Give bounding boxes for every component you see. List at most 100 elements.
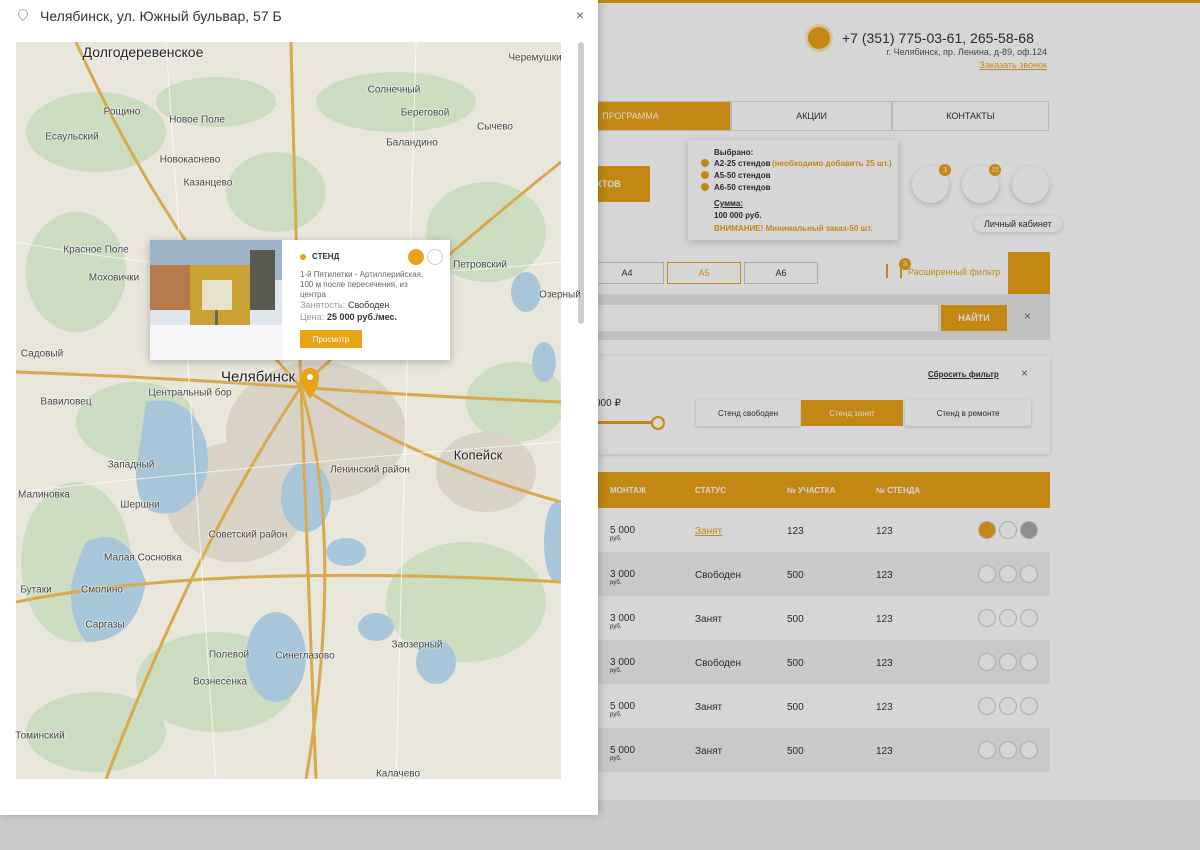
- format-button[interactable]: А5: [667, 262, 741, 284]
- cart-summary: Выбрано: А2-25 стендов (необходимо добавит…: [688, 140, 898, 240]
- map-label: Рощино: [103, 106, 141, 118]
- scrollbar[interactable]: [578, 42, 584, 324]
- view-button[interactable]: Просмотр: [300, 330, 362, 348]
- status-filter[interactable]: Стенд занят: [801, 400, 903, 426]
- advanced-filter[interactable]: Расширенный фильтр: [908, 267, 1001, 277]
- map-label: Калачево: [375, 768, 421, 780]
- item-name: А6-50 стендов: [714, 183, 771, 192]
- reset-filter[interactable]: Сбросить фильтр: [928, 370, 999, 379]
- callback-link[interactable]: Заказать звонок: [979, 60, 1047, 70]
- montage-unit: руб.: [610, 624, 622, 630]
- view-button[interactable]: [1020, 609, 1038, 627]
- montage-price: 5 000: [610, 745, 636, 756]
- montage-price: 5 000: [610, 525, 636, 536]
- warning: ВНИМАНИЕ! Минимальный заказ-50 шт.: [714, 224, 873, 233]
- close-button[interactable]: ×: [576, 7, 585, 23]
- cart-button[interactable]: [978, 521, 996, 539]
- popup-type: СТЕНД: [312, 252, 340, 261]
- map-label: Петровский: [453, 259, 507, 271]
- favorite-button[interactable]: [999, 741, 1017, 759]
- stand-number: 123: [876, 702, 893, 713]
- slider-handle[interactable]: [651, 416, 665, 430]
- view-button[interactable]: [1020, 697, 1038, 715]
- occupancy: Свободен: [348, 300, 390, 310]
- popup-photo: [150, 240, 282, 360]
- favorite-button[interactable]: [427, 249, 443, 265]
- badge: 15: [989, 164, 1001, 176]
- nav-tab[interactable]: АКЦИИ: [731, 101, 892, 131]
- view-button[interactable]: [1020, 565, 1038, 583]
- table-row: [598, 640, 1050, 684]
- table-row: [598, 552, 1050, 596]
- stand-number: 123: [876, 570, 893, 581]
- view-button[interactable]: [1020, 521, 1038, 539]
- item-name: А5-50 стендов: [714, 171, 771, 180]
- stand-number: 123: [876, 526, 893, 537]
- stand-number: 123: [876, 746, 893, 757]
- view-button[interactable]: [1020, 653, 1038, 671]
- status[interactable]: Занят: [695, 526, 723, 537]
- map-label: Советский район: [208, 529, 288, 541]
- map-label: Сычево: [477, 121, 513, 133]
- map-label: Челябинск: [220, 368, 296, 386]
- table-row: [598, 684, 1050, 728]
- search-toggle[interactable]: [1008, 252, 1050, 294]
- search-button[interactable]: НАЙТИ: [941, 305, 1007, 331]
- map-label: Новокаснево: [159, 154, 221, 166]
- account-icon[interactable]: [1012, 166, 1049, 203]
- map-label: Малая Сосновка: [104, 552, 182, 564]
- cart-button[interactable]: [978, 697, 996, 715]
- column-header: № СТЕНДА: [876, 486, 921, 495]
- map-label: Новое Поле: [169, 114, 225, 126]
- map-label: Саргазы: [85, 619, 125, 631]
- favorite-button[interactable]: [999, 565, 1017, 583]
- map-label: Шершни: [120, 499, 160, 511]
- montage-price: 3 000: [610, 657, 636, 668]
- montage-unit: руб.: [610, 536, 622, 542]
- nav-tab[interactable]: КОНТАКТЫ: [892, 101, 1049, 131]
- table-row: [598, 508, 1050, 552]
- map-label: Вознесенка: [192, 676, 248, 688]
- map-label: Береговой: [400, 107, 450, 119]
- sum-label: Сумма:: [714, 199, 743, 208]
- map-label: Озерный: [539, 289, 581, 301]
- status: Занят: [695, 746, 723, 757]
- status-filter[interactable]: Стенд в ремонте: [905, 400, 1031, 426]
- cart-button[interactable]: [408, 249, 424, 265]
- montage-unit: руб.: [610, 668, 622, 674]
- status: Занят: [695, 614, 723, 625]
- cart-button[interactable]: [978, 609, 996, 627]
- map-label: Черемушки: [508, 52, 562, 64]
- format-button[interactable]: А6: [744, 262, 818, 284]
- favorite-button[interactable]: [999, 521, 1017, 539]
- search-input[interactable]: [598, 305, 938, 331]
- favorite-button[interactable]: [999, 653, 1017, 671]
- column-header: СТАТУС: [695, 486, 726, 495]
- favorite-button[interactable]: [999, 697, 1017, 715]
- item-note: (необходимо добавить 25 шт.): [772, 159, 892, 168]
- cart-button[interactable]: [978, 653, 996, 671]
- column-header: МОНТАЖ: [610, 486, 647, 495]
- map-label: Заозерный: [391, 639, 443, 651]
- map[interactable]: [16, 42, 561, 779]
- phone: +7 (351) 775-03-61, 265-58-68: [842, 30, 1034, 46]
- sum: 100 000 руб.: [714, 211, 762, 220]
- table-row: [598, 596, 1050, 640]
- map-label: Есаульский: [45, 131, 99, 143]
- plot-number: 500: [787, 658, 804, 669]
- map-label: Моховички: [88, 272, 140, 284]
- plot-number: 500: [787, 614, 804, 625]
- status-filter[interactable]: Стенд свободен: [696, 400, 800, 426]
- filter-close[interactable]: ×: [1021, 366, 1029, 380]
- cart-button[interactable]: [978, 741, 996, 759]
- popup-address: 1-й Пятилетки - Артиллерийская, 100 м по…: [300, 270, 424, 299]
- cart-button[interactable]: [978, 565, 996, 583]
- map-label: Западный: [107, 459, 155, 471]
- map-label: Красное Поле: [63, 244, 129, 256]
- search-close[interactable]: ×: [1024, 309, 1032, 323]
- item-icon: [701, 183, 709, 191]
- view-button[interactable]: [1020, 741, 1038, 759]
- map-label: Солнечный: [367, 84, 421, 96]
- favorite-button[interactable]: [999, 609, 1017, 627]
- montage-unit: руб.: [610, 756, 622, 762]
